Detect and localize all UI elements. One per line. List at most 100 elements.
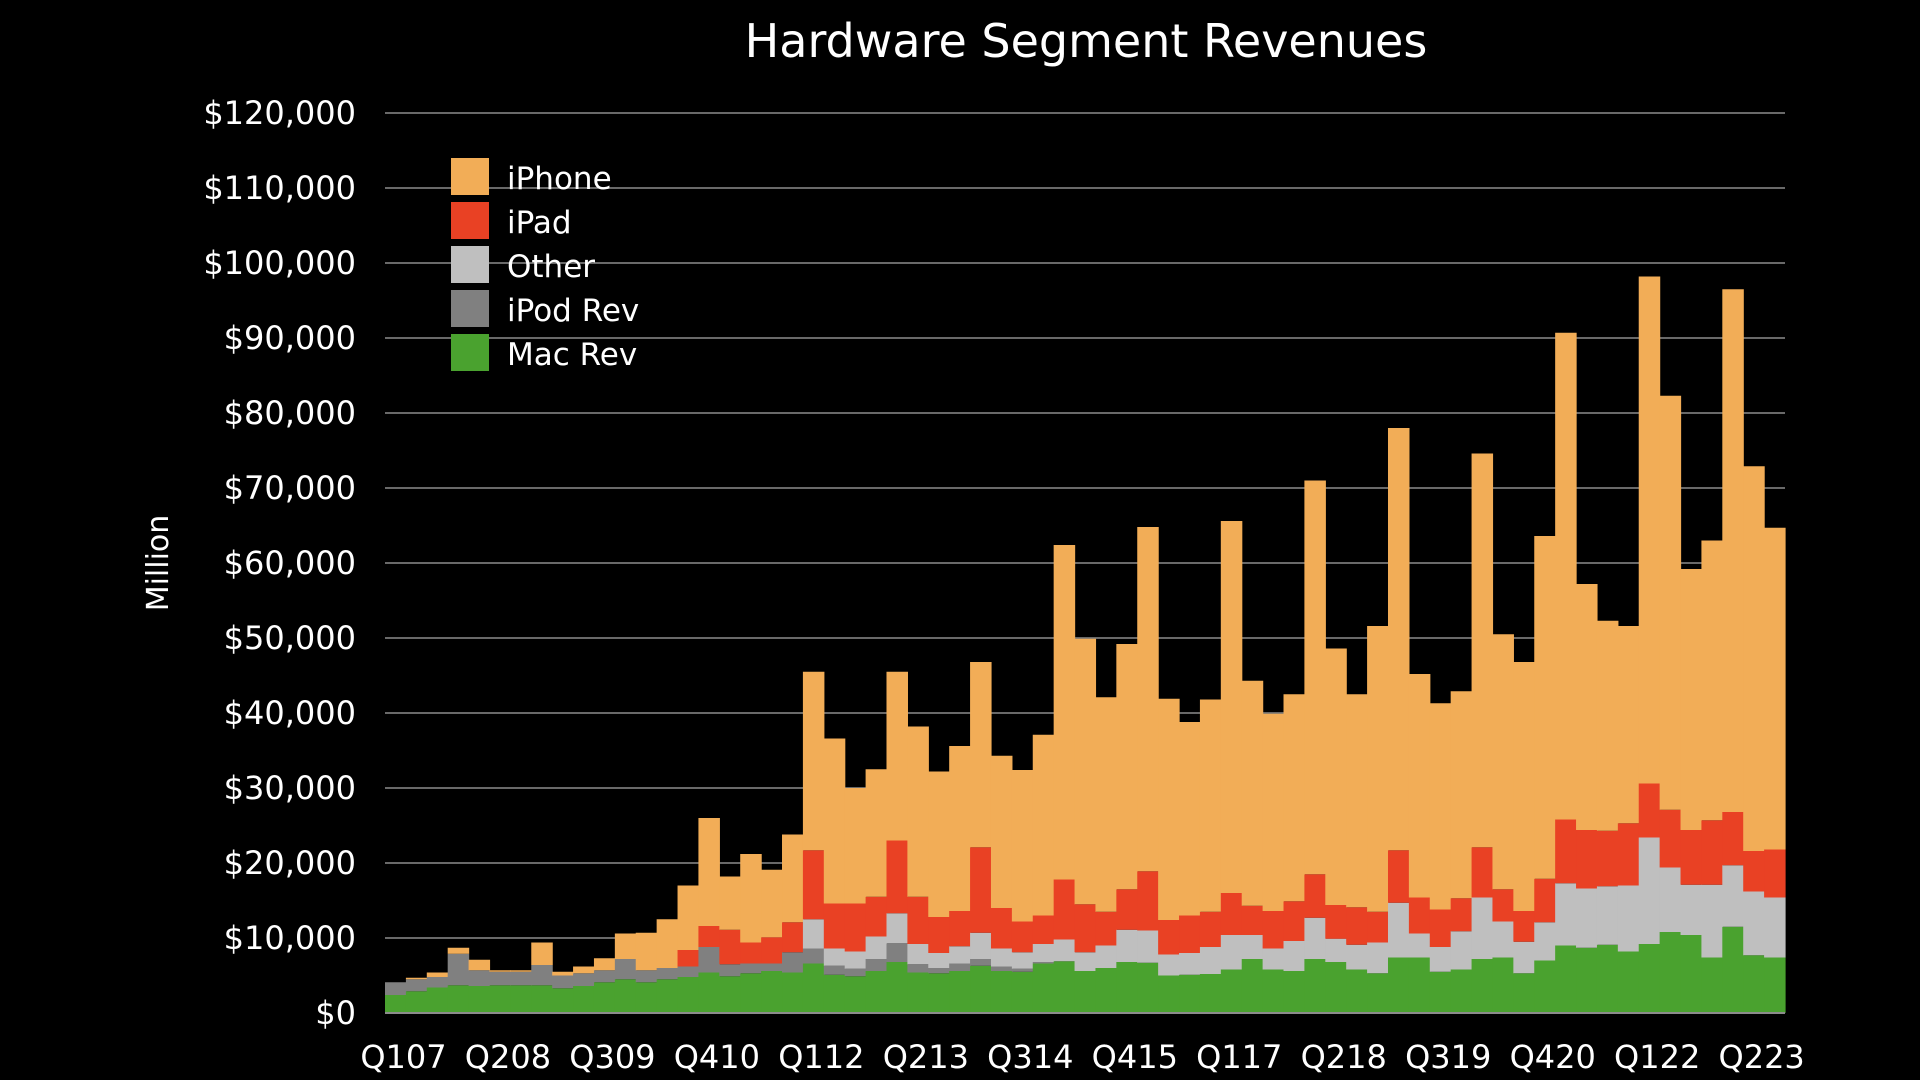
bar-segment-ipod-rev — [907, 964, 929, 973]
bar-segment-mac-rev — [1743, 955, 1765, 1013]
bar-segment-mac-rev — [531, 985, 553, 1013]
bar-segment-other — [1617, 885, 1640, 952]
bar-segment-iphone — [990, 755, 1013, 908]
bar-segment-ipad — [1555, 819, 1577, 884]
bar-segment-other — [1638, 837, 1661, 944]
y-axis-label: Million — [141, 515, 176, 612]
bar-segment-ipad — [1701, 820, 1723, 885]
y-tick-label: $70,000 — [224, 469, 356, 507]
bar-segment-ipad — [1116, 889, 1138, 930]
y-tick-label: $20,000 — [224, 844, 356, 882]
bar-segment-mac-rev — [593, 982, 616, 1013]
bar-segment-mac-rev — [1053, 961, 1076, 1013]
bar-segment-other — [1450, 931, 1473, 970]
bar-segment-mac-rev — [1596, 944, 1619, 1013]
x-tick-label: Q223 — [1719, 1038, 1805, 1076]
bar-segment-iphone — [614, 933, 637, 959]
bar-segment-mac-rev — [1304, 959, 1326, 1013]
bar-segment-ipad — [1471, 847, 1494, 898]
bar-segment-iphone — [1304, 480, 1326, 875]
bar-segment-ipad — [761, 937, 783, 964]
bar-segment-iphone — [844, 788, 867, 904]
bar-segment-mac-rev — [1011, 971, 1034, 1013]
bar-segment-mac-rev — [740, 973, 762, 1013]
bar-segment-mac-rev — [1387, 957, 1410, 1013]
bar-segment-other — [1701, 884, 1723, 958]
bar-segment-ipad — [1576, 830, 1598, 889]
bar-segment-iphone — [1471, 453, 1494, 848]
bar-segment-iphone — [1346, 694, 1368, 908]
bar-segment-iphone — [1555, 332, 1577, 820]
legend-swatch-ipad — [451, 202, 489, 239]
bar-segment-mac-rev — [426, 987, 449, 1013]
bar-segment-ipod-rev — [782, 952, 804, 973]
bar-segment-iphone — [1408, 674, 1431, 898]
bar-segment-iphone — [1534, 536, 1556, 879]
legend-label: iPad — [507, 205, 572, 241]
bar-segment-ipod-rev — [510, 971, 532, 986]
bar-segment-mac-rev — [928, 973, 950, 1013]
bar-segment-mac-rev — [990, 971, 1013, 1013]
bar-segment-other — [844, 951, 867, 969]
y-tick-label: $120,000 — [203, 94, 356, 132]
bar-segment-ipod-rev — [970, 959, 992, 966]
bar-segment-ipod-rev — [656, 968, 679, 980]
bar-segment-iphone — [1367, 626, 1389, 912]
bar-segment-mac-rev — [1325, 962, 1347, 1013]
gridlines — [385, 112, 1785, 939]
bar-segment-ipad — [1534, 878, 1556, 923]
bar-segment-ipad — [907, 896, 929, 944]
legend-label: Other — [507, 249, 595, 285]
x-tick-label: Q213 — [883, 1038, 969, 1076]
legend: iPhone iPad Other iPod Rev Mac Rev — [451, 158, 639, 373]
bar-segment-mac-rev — [1659, 932, 1682, 1013]
bar-segment-ipad — [1346, 907, 1368, 945]
bar-segment-mac-rev — [1764, 957, 1786, 1013]
bar-segment-iphone — [970, 662, 992, 848]
bar-segment-other — [1074, 952, 1097, 971]
bar-segment-ipod-rev — [802, 948, 825, 964]
bar-segment-ipad — [1011, 921, 1034, 953]
bar-segment-other — [1576, 888, 1598, 948]
bar-segment-iphone — [949, 746, 971, 911]
bar-segment-ipod-rev — [886, 943, 908, 962]
bar-segment-ipod-rev — [740, 963, 762, 974]
bar-segment-ipod-rev — [949, 963, 971, 971]
bar-segment-ipod-rev — [865, 959, 888, 971]
bar-segment-iphone — [1074, 638, 1097, 905]
bar-segment-mac-rev — [1638, 944, 1661, 1013]
bar-segment-other — [970, 932, 992, 959]
x-tick-label: Q415 — [1092, 1038, 1178, 1076]
bar-segment-mac-rev — [970, 965, 992, 1013]
bar-segment-ipad — [1617, 823, 1640, 886]
bar-segment-iphone — [1095, 697, 1117, 912]
bar-segment-ipad — [1513, 911, 1535, 942]
bar-segment-ipod-rev — [447, 953, 470, 986]
x-tick-label: Q314 — [987, 1038, 1073, 1076]
bar-segment-iphone — [865, 769, 888, 897]
legend-swatch-iphone — [451, 158, 489, 195]
bar-segment-other — [949, 946, 971, 964]
bar-segment-iphone — [677, 885, 700, 950]
bar-segment-mac-rev — [1367, 973, 1389, 1013]
bar-segment-ipad — [1638, 783, 1661, 838]
bar-segment-mac-rev — [1471, 959, 1494, 1013]
bar-segment-iphone — [1241, 680, 1264, 906]
bar-segment-iphone — [1137, 527, 1159, 872]
bar-segment-ipad — [719, 929, 741, 965]
bar-segment-ipad — [1429, 909, 1452, 947]
bar-segment-mac-rev — [886, 962, 908, 1013]
bar-segment-mac-rev — [1555, 945, 1577, 1013]
bar-segment-ipod-rev — [385, 982, 407, 995]
bar-segment-other — [886, 913, 908, 944]
bar-segment-ipod-rev — [677, 966, 700, 977]
bar-segment-mac-rev — [1074, 971, 1097, 1013]
bar-segment-mac-rev — [1450, 969, 1473, 1013]
bar-segment-mac-rev — [1220, 969, 1243, 1013]
bar-segment-ipad — [844, 903, 867, 952]
y-tick-label: $80,000 — [224, 394, 356, 432]
bar-segment-iphone — [426, 972, 449, 977]
y-tick-label: $40,000 — [224, 694, 356, 732]
bar-segment-other — [1116, 929, 1138, 962]
